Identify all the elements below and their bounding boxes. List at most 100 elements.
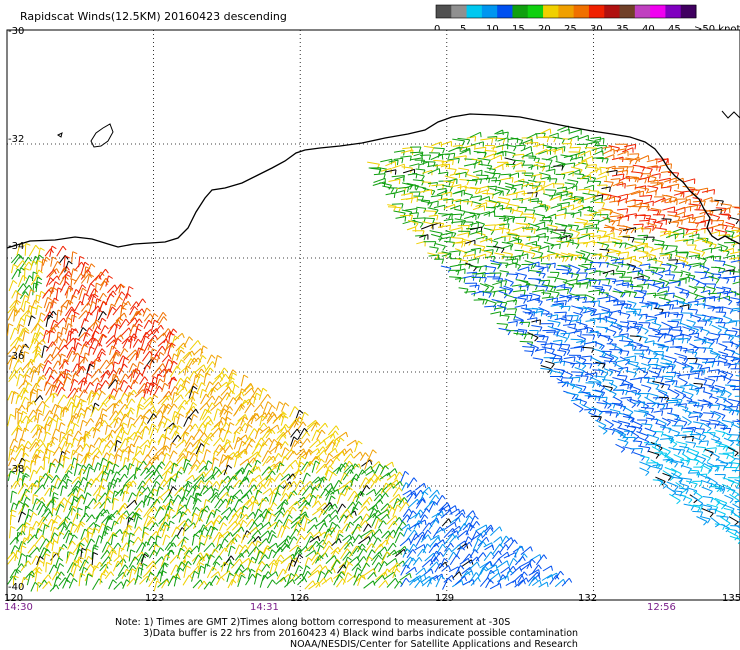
wind-barb bbox=[189, 423, 196, 432]
wind-barb-flag bbox=[110, 440, 114, 445]
wind-barb bbox=[386, 468, 396, 477]
wind-barb-flag bbox=[200, 477, 205, 482]
wind-barb-flag bbox=[87, 451, 93, 456]
wind-barb-flag bbox=[243, 416, 249, 421]
wind-barb bbox=[487, 185, 497, 188]
wind-barb bbox=[281, 447, 286, 457]
wind-barb bbox=[58, 451, 63, 464]
wind-barb-flag bbox=[208, 436, 213, 442]
wind-barb bbox=[78, 287, 84, 301]
wind-barb-flag bbox=[66, 376, 72, 381]
wind-barb-flag bbox=[123, 312, 127, 318]
wind-barb-flag bbox=[144, 426, 150, 430]
wind-barb bbox=[210, 427, 220, 438]
wind-barb bbox=[135, 347, 140, 361]
wind-barb-flag bbox=[203, 471, 207, 477]
wind-barb bbox=[16, 420, 21, 432]
wind-barb-flag bbox=[116, 439, 122, 444]
wind-barb bbox=[49, 245, 53, 258]
wind-barb bbox=[41, 259, 44, 272]
wind-barb bbox=[64, 323, 69, 335]
wind-barb bbox=[23, 382, 29, 394]
wind-barb bbox=[154, 451, 163, 461]
wind-barb bbox=[375, 474, 381, 484]
wind-barb bbox=[288, 420, 296, 431]
wind-barb-flag bbox=[358, 440, 363, 445]
wind-barb bbox=[42, 404, 46, 415]
wind-barb bbox=[308, 456, 317, 467]
wind-barb bbox=[29, 469, 35, 482]
wind-barb-flag bbox=[33, 282, 39, 286]
wind-barb-flag bbox=[353, 477, 359, 482]
wind-barb-flag bbox=[157, 373, 163, 378]
wind-barb-flag bbox=[278, 401, 284, 406]
wind-barb-flag bbox=[655, 190, 657, 196]
wind-barb-flag bbox=[159, 378, 164, 383]
wind-barb bbox=[93, 359, 96, 370]
colorbar-swatch bbox=[680, 5, 697, 18]
wind-barb bbox=[53, 379, 58, 392]
wind-barb bbox=[132, 338, 139, 348]
wind-barb bbox=[44, 248, 52, 257]
wind-barb bbox=[60, 327, 64, 338]
wind-barb bbox=[72, 312, 76, 323]
wind-barb bbox=[106, 453, 112, 463]
wind-barb bbox=[185, 474, 193, 482]
wind-barb-flag bbox=[70, 463, 75, 469]
wind-barb bbox=[136, 460, 144, 472]
wind-barb bbox=[48, 462, 51, 474]
wind-barb bbox=[199, 389, 203, 399]
wind-barb-flag bbox=[35, 244, 40, 250]
wind-barb bbox=[304, 449, 310, 460]
wind-barb-flag bbox=[101, 317, 107, 322]
wind-barb-flag bbox=[42, 374, 47, 380]
wind-barb bbox=[14, 408, 17, 420]
wind-barb bbox=[57, 479, 64, 490]
wind-barb bbox=[343, 460, 350, 471]
wind-barb-flag bbox=[98, 309, 103, 313]
wind-barb-flag bbox=[329, 465, 334, 470]
wind-barb bbox=[92, 428, 97, 439]
wind-barb bbox=[51, 428, 57, 440]
wind-barb bbox=[293, 480, 301, 492]
wind-barb-flag bbox=[121, 291, 126, 296]
wind-barb bbox=[239, 458, 249, 466]
wind-barb bbox=[163, 369, 167, 383]
wind-barb bbox=[97, 333, 103, 344]
wind-barb-flag bbox=[30, 391, 36, 395]
wind-barb-flag bbox=[83, 343, 89, 348]
wind-barb-flag bbox=[322, 446, 327, 452]
wind-barb bbox=[44, 424, 47, 434]
wind-barb bbox=[102, 444, 107, 454]
wind-barb-flag bbox=[133, 379, 139, 384]
wind-barb bbox=[124, 473, 135, 485]
wind-barb bbox=[218, 417, 223, 427]
wind-barb bbox=[184, 442, 191, 452]
wind-barb bbox=[44, 440, 53, 451]
wind-barb-flag bbox=[205, 393, 210, 399]
wind-barb bbox=[164, 359, 170, 371]
wind-barb-flag bbox=[36, 349, 41, 354]
wind-barb bbox=[58, 436, 65, 447]
wind-barb-flag bbox=[177, 434, 182, 440]
wind-barb bbox=[86, 467, 90, 480]
wind-barb bbox=[266, 413, 275, 424]
wind-barb-flag bbox=[51, 384, 56, 389]
wind-barb bbox=[71, 405, 74, 419]
wind-barb bbox=[15, 443, 23, 453]
wind-barb-flag bbox=[258, 427, 264, 432]
wind-barb bbox=[237, 414, 246, 422]
wind-barb-flag bbox=[197, 439, 202, 445]
wind-barb bbox=[177, 431, 186, 442]
wind-barb bbox=[247, 451, 259, 461]
wind-barb bbox=[252, 453, 259, 464]
wind-barb bbox=[100, 371, 107, 383]
wind-barb bbox=[314, 477, 323, 484]
wind-barb-flag bbox=[185, 458, 191, 463]
wind-barb-flag bbox=[123, 431, 129, 435]
wind-barb-flag bbox=[332, 472, 337, 477]
wind-barb bbox=[156, 312, 164, 323]
wind-barb-flag bbox=[89, 381, 94, 387]
wind-barb-flag bbox=[101, 348, 106, 353]
wind-barb-flag bbox=[34, 255, 40, 260]
